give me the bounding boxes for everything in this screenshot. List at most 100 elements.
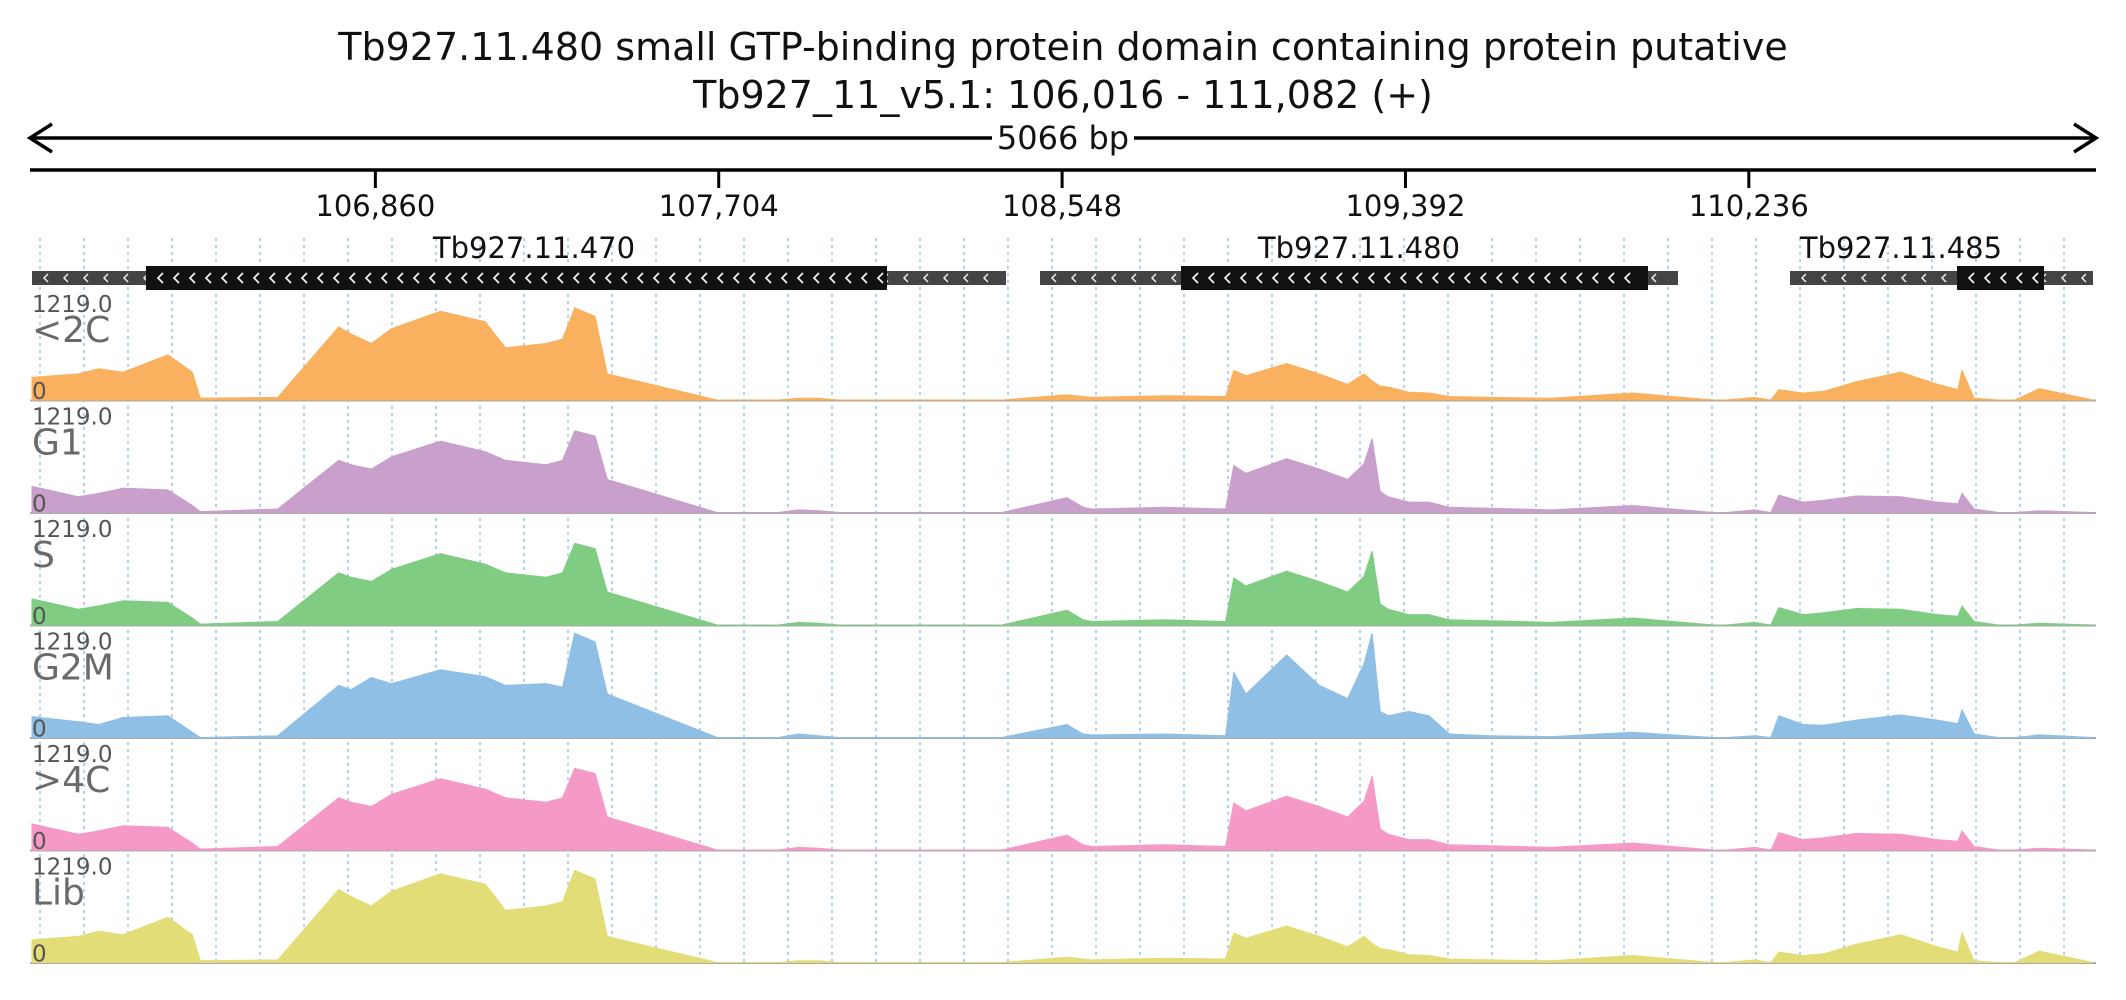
- strand-chevron: [1495, 272, 1503, 284]
- strand-chevron: [1110, 273, 1117, 283]
- strand-chevron: [1223, 272, 1231, 284]
- strand-chevron: [1983, 272, 1991, 284]
- strand-chevron: [556, 272, 564, 284]
- strand-chevron: [812, 272, 820, 284]
- strand-chevron: [1840, 273, 1847, 283]
- track-ymax-label: 1219.0: [32, 855, 112, 881]
- track-ymax-label: 1219.0: [32, 405, 112, 431]
- strand-chevron: [1860, 273, 1867, 283]
- strand-chevron: [652, 272, 660, 284]
- track-ymax-label: 1219.0: [32, 292, 112, 318]
- strand-chevron: [2015, 272, 2023, 284]
- gene-label: Tb927.11.470: [432, 231, 635, 265]
- strand-chevron: [1511, 272, 1519, 284]
- track-label: <2C: [32, 310, 110, 351]
- track-ymin-label: 0: [32, 829, 47, 855]
- strand-chevron: [1383, 272, 1391, 284]
- strand-chevron: [780, 272, 788, 284]
- track-ymax-label: 1219.0: [32, 742, 112, 768]
- track-ymin-label: 0: [32, 942, 47, 968]
- span-length-label: 5066 bp: [997, 119, 1129, 157]
- strand-chevron: [1239, 272, 1247, 284]
- strand-chevron: [1940, 273, 1947, 283]
- gene-label: Tb927.11.485: [1799, 231, 2002, 265]
- coverage-track: 1219.0>4C 0: [30, 742, 2096, 855]
- coverage-area: [31, 307, 2094, 401]
- strand-chevron: [316, 272, 324, 284]
- strand-chevron: [588, 272, 596, 284]
- strand-chevron: [492, 272, 500, 284]
- strand-chevron: [380, 272, 388, 284]
- chart-title-line2: Tb927_11_v5.1: 106,016 - 111,082 (+): [693, 73, 1433, 117]
- strand-chevron: [1303, 272, 1311, 284]
- track-ymax-label: 1219.0: [32, 630, 112, 656]
- strand-chevron: [1623, 272, 1631, 284]
- gene-label: Tb927.11.480: [1257, 231, 1460, 265]
- strand-chevron: [102, 273, 109, 283]
- strand-chevron: [82, 273, 89, 283]
- strand-chevron: [236, 272, 244, 284]
- track-ymax-label: 1219.0: [32, 517, 112, 543]
- strand-chevron: [1527, 272, 1535, 284]
- strand-chevron: [396, 272, 404, 284]
- strand-chevron: [1543, 272, 1551, 284]
- chart-title-line1: Tb927.11.480 small GTP-binding protein d…: [338, 25, 1788, 69]
- strand-chevron: [1607, 272, 1615, 284]
- track-label: G2M: [32, 648, 114, 689]
- strand-chevron: [1255, 272, 1263, 284]
- ruler-ticks: 106,860 107,704 108,548 109,392 110,236: [315, 170, 1809, 223]
- strand-chevron: [204, 272, 212, 284]
- strand-chevron: [476, 272, 484, 284]
- strand-chevron: [1967, 272, 1975, 284]
- strand-chevron: [1820, 273, 1827, 283]
- strand-chevron: [1650, 273, 1657, 283]
- track-label: G1: [32, 423, 83, 464]
- track-label: Lib: [32, 873, 85, 914]
- strand-chevron: [982, 273, 989, 283]
- strand-chevron: [268, 272, 276, 284]
- strand-chevron: [764, 272, 772, 284]
- coverage-area: [31, 430, 2094, 514]
- strand-chevron: [1271, 272, 1279, 284]
- coverage-area: [31, 542, 2094, 626]
- strand-chevron: [942, 273, 949, 283]
- strand-chevron: [364, 272, 372, 284]
- strand-chevron: [332, 272, 340, 284]
- strand-chevron: [732, 272, 740, 284]
- strand-chevron: [1150, 273, 1157, 283]
- strand-chevron: [284, 272, 292, 284]
- span-arrow: 5066 bp: [26, 119, 2100, 157]
- strand-chevron: [902, 273, 909, 283]
- strand-chevron: [1367, 272, 1375, 284]
- coverage-track: 1219.0G1 0: [30, 405, 2096, 518]
- track-ymin-label: 0: [32, 379, 47, 405]
- track-label: S: [32, 535, 55, 576]
- strand-chevron: [796, 272, 804, 284]
- strand-chevron: [828, 272, 836, 284]
- strand-chevron: [1559, 272, 1567, 284]
- strand-chevron: [1319, 272, 1327, 284]
- strand-chevron: [1463, 272, 1471, 284]
- strand-chevron: [1900, 273, 1907, 283]
- gene-cds: [1181, 266, 1648, 290]
- strand-chevron: [444, 272, 452, 284]
- strand-chevron: [460, 272, 468, 284]
- strand-chevron: [1880, 273, 1887, 283]
- strand-chevron: [1335, 272, 1343, 284]
- ruler-tick-label: 107,704: [659, 189, 779, 223]
- strand-chevron: [122, 273, 129, 283]
- strand-chevron: [860, 272, 868, 284]
- strand-chevron: [1130, 273, 1137, 283]
- strand-chevron: [1800, 273, 1807, 283]
- strand-chevron: [252, 272, 260, 284]
- strand-chevron: [2060, 273, 2067, 283]
- strand-chevron: [1415, 272, 1423, 284]
- strand-chevron: [1191, 272, 1199, 284]
- coverage-area: [31, 767, 2094, 851]
- strand-chevron: [1479, 272, 1487, 284]
- strand-chevron: [1920, 273, 1927, 283]
- strand-chevron: [156, 272, 164, 284]
